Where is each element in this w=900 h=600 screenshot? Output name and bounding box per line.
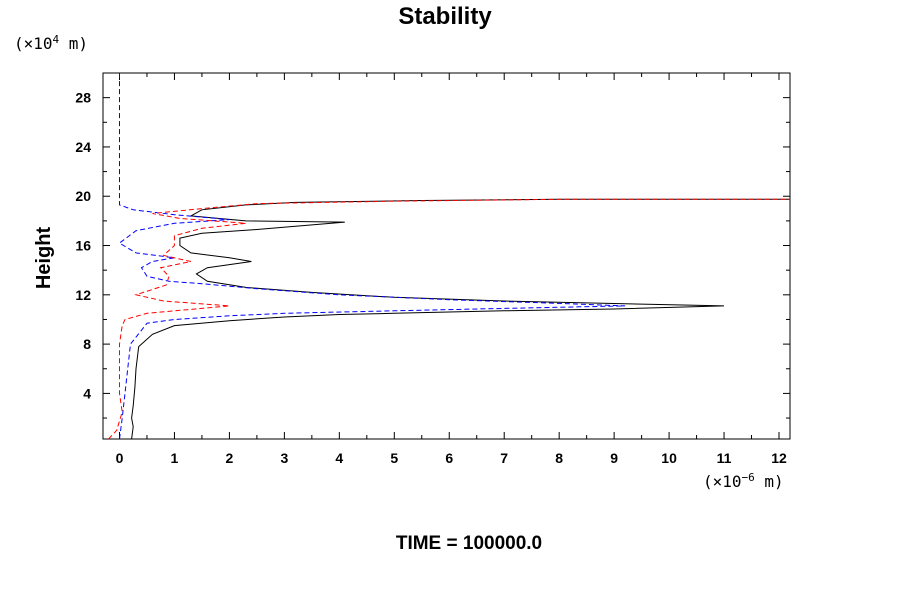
x-tick-label: 12 — [771, 450, 787, 466]
x-tick-label: 4 — [335, 450, 343, 466]
series-line-2 — [118, 73, 626, 440]
x-tick-label: 6 — [445, 450, 453, 466]
plot-frame — [102, 72, 791, 440]
y-unit-label: (×104 m) — [14, 33, 88, 53]
x-tick-label: 2 — [226, 450, 234, 466]
y-axis-ticks: 4 8 12 16 20 24 28 — [75, 72, 790, 419]
series-line-3 — [108, 198, 790, 440]
x-tick-label: 11 — [717, 450, 732, 466]
y-tick-label: 16 — [75, 238, 91, 254]
y-axis-label: Height — [33, 227, 55, 290]
y-tick-label: 24 — [75, 139, 91, 155]
y-tick-label: 8 — [83, 336, 91, 352]
chart-title: Stability — [398, 3, 492, 30]
x-tick-label: 1 — [171, 450, 179, 466]
x-tick-label: 7 — [500, 450, 508, 466]
x-tick-label: 9 — [610, 450, 618, 466]
y-tick-label: 4 — [83, 385, 91, 401]
x-tick-label: 0 — [116, 450, 124, 466]
time-footer: TIME = 100000.0 — [396, 533, 542, 554]
x-tick-label: 8 — [555, 450, 563, 466]
series-line-1 — [131, 198, 790, 440]
x-tick-label: 5 — [390, 450, 398, 466]
y-tick-label: 28 — [75, 90, 91, 106]
x-tick-label: 10 — [661, 450, 677, 466]
y-tick-label: 20 — [75, 188, 91, 204]
y-tick-label: 12 — [75, 287, 91, 303]
x-tick-label: 3 — [280, 450, 288, 466]
series-group — [108, 73, 790, 440]
x-unit-label: (×10−6 m) — [703, 471, 784, 491]
x-axis-ticks: 0 1 2 3 4 5 6 7 8 9 10 11 12 — [116, 73, 787, 466]
